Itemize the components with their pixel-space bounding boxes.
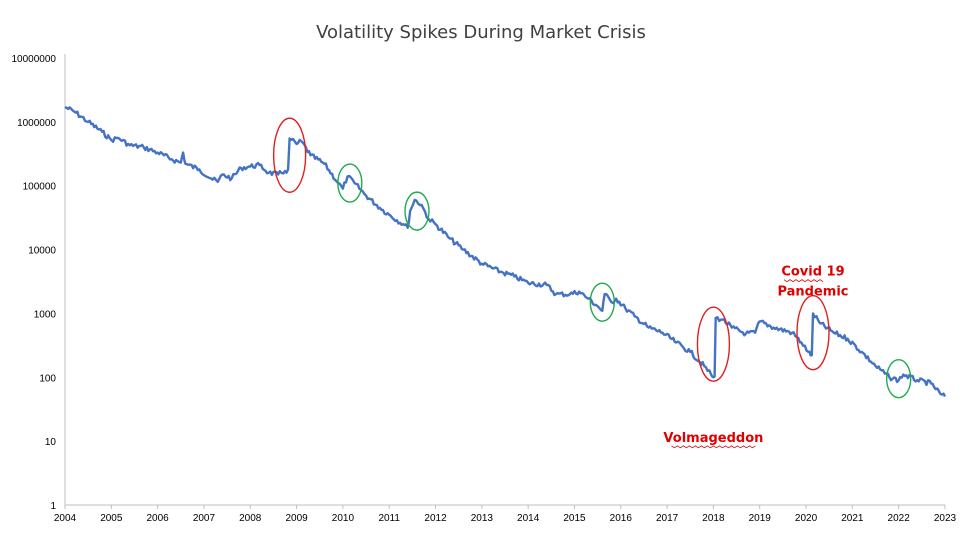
- series-layer: [64, 106, 947, 398]
- plot-area: [64, 54, 945, 506]
- y-tick-label: 100000: [23, 182, 57, 193]
- x-tick-label: 2009: [285, 513, 308, 524]
- x-axis: 2004 2005 2006 2007 2008 2009 2010 2011 2012 2013…: [54, 505, 957, 524]
- x-tick-label: 2004: [54, 513, 77, 524]
- y-tick-label: 1: [50, 501, 56, 512]
- x-tick-label: 2023: [934, 513, 957, 524]
- x-tick-label: 2011: [378, 513, 400, 524]
- y-axis: 1 10 100 1000 10000 100000 1000000 10000000: [12, 54, 57, 512]
- series-line: [64, 106, 947, 398]
- x-tick-label: 2020: [795, 513, 818, 524]
- x-tick-label: 2014: [517, 513, 540, 524]
- x-tick-label: 2022: [888, 513, 911, 524]
- x-tick-label: 2018: [702, 513, 725, 524]
- crisis-highlight-red: [696, 306, 731, 382]
- y-tick-label: 10000000: [12, 54, 57, 65]
- y-tick-label: 10000: [28, 246, 56, 257]
- x-tick-label: 2012: [424, 513, 447, 524]
- y-tick-label: 10: [45, 437, 57, 448]
- x-tick-label: 2016: [610, 513, 633, 524]
- crisis-highlight-red: [272, 117, 307, 193]
- x-tick-label: 2015: [563, 513, 586, 524]
- y-tick-label: 1000: [34, 309, 57, 320]
- annotation-layer: Great Financial CrisisVolmageddonCovid 1…: [663, 265, 849, 449]
- spellcheck-underline: [783, 279, 824, 283]
- y-tick-label: 1000000: [17, 118, 56, 129]
- x-tick-label: 2005: [100, 513, 123, 524]
- x-tick-label: 2008: [239, 513, 262, 524]
- x-tick-label: 2017: [656, 513, 679, 524]
- x-tick-label: 2006: [147, 513, 170, 524]
- crisis-highlight-red: [796, 294, 830, 371]
- x-tick-label: 2007: [193, 513, 216, 524]
- annotation-label: Pandemic: [777, 285, 848, 300]
- x-tick-label: 2010: [332, 513, 355, 524]
- chart-title: Volatility Spikes During Market Crisis: [316, 22, 646, 43]
- annotation-label: Covid 19: [781, 265, 844, 280]
- crisis-highlight-green: [337, 163, 363, 203]
- x-tick-label: 2021: [841, 513, 864, 524]
- y-tick-label: 100: [39, 373, 56, 384]
- highlight-layer: [272, 117, 912, 399]
- spellcheck-underline: [671, 445, 756, 449]
- annotation-label: Volmageddon: [663, 431, 763, 446]
- x-tick-label: 2013: [471, 513, 494, 524]
- crisis-highlight-green: [885, 359, 912, 399]
- crisis-highlight-green: [589, 282, 615, 322]
- crisis-highlight-green: [404, 191, 430, 231]
- x-tick-label: 2019: [749, 513, 772, 524]
